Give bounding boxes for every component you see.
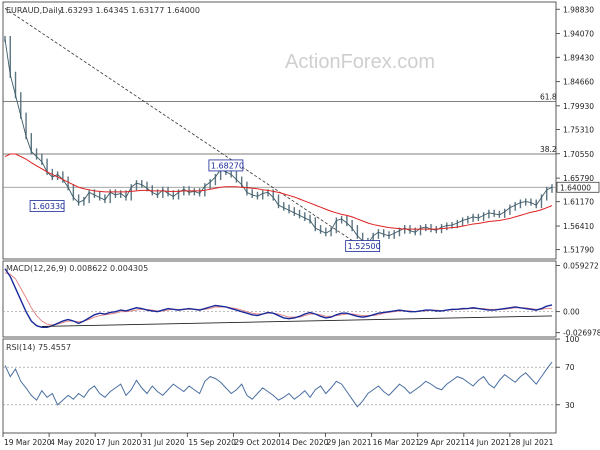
macd-series-group <box>4 268 553 328</box>
macd-frame <box>2 260 557 338</box>
ohlc-label: 1.63293 1.64345 1.63177 1.64000 <box>60 6 200 15</box>
x-tick-label: 29 Jan 2021 <box>327 438 372 447</box>
price-tick-label: 1.65790 <box>563 174 594 183</box>
macd-tick-label: 0.059272 <box>563 261 599 270</box>
x-tick-label: 16 Mar 2021 <box>373 438 421 447</box>
macd-axis: 0.059272 0.00 -0.026978 <box>3 261 600 338</box>
x-tick-label: 14 Dec 2020 <box>281 438 329 447</box>
x-tick-label: 29 Oct 2020 <box>234 438 281 447</box>
fib-label: 38.2 <box>540 145 557 154</box>
x-tick-label: 14 Jun 2021 <box>465 438 510 447</box>
macd-trendline <box>41 315 553 327</box>
price-tick-label: 1.79930 <box>563 102 594 111</box>
fib-levels: 61.8 38.2 1.64000 <box>3 92 600 193</box>
price-annotations: 1.68270 1.60330 1.52500 <box>29 159 381 252</box>
macd-line <box>4 268 553 328</box>
annotation-box <box>345 240 381 252</box>
price-tick-label: 1.51790 <box>563 246 594 255</box>
price-tick-label: 1.70550 <box>563 150 594 159</box>
price-close-line <box>4 38 553 245</box>
moving-average-line <box>4 153 553 230</box>
annotation-label: 1.60330 <box>32 202 65 211</box>
x-tick-label: 28 Jul 2021 <box>511 438 554 447</box>
price-axis: 1.98830 1.94070 1.89430 1.84660 1.79930 1.753… <box>556 5 594 255</box>
price-tick-label: 1.94070 <box>563 30 594 39</box>
price-tick-label: 1.75310 <box>563 125 594 134</box>
rsi-line <box>4 361 553 408</box>
price-tick-label: 1.56410 <box>563 222 594 231</box>
macd-tick-label: 0.00 <box>563 308 580 317</box>
rsi-label: RSI(14) 75.4557 <box>6 343 71 352</box>
price-tick-label: 1.98830 <box>563 5 594 14</box>
x-tick-label: 29 Apr 2021 <box>419 438 466 447</box>
x-tick-label: 17 Jun 2020 <box>96 438 141 447</box>
annotation-label: 1.68270 <box>211 161 244 170</box>
price-series-group <box>4 8 553 248</box>
last-price-label: 1.64000 <box>560 183 591 192</box>
annotation-box <box>29 200 65 212</box>
rsi-tick-label: 100 <box>565 335 580 344</box>
price-tick-label: 1.89430 <box>563 53 594 62</box>
x-tick-label: 19 Mar 2020 <box>4 438 52 447</box>
watermark: ActionForex.com <box>285 51 435 73</box>
rsi-tick-label: 70 <box>565 363 575 372</box>
rsi-axis: 100 70 30 <box>3 335 580 410</box>
trendline <box>4 8 363 248</box>
annotation-box <box>208 159 244 172</box>
rsi-series-group <box>4 361 553 408</box>
price-tick-label: 1.84660 <box>563 78 594 87</box>
price-panel: 1.98830 1.94070 1.89430 1.84660 1.79930 1.753… <box>2 1 600 260</box>
x-tick-label: 4 May 2020 <box>50 438 94 447</box>
macd-panel: 0.059272 0.00 -0.026978 MACD(12,26,9) 0.00… <box>2 260 600 338</box>
x-tick-label: 15 Sep 2020 <box>188 438 236 447</box>
macd-tick-label: -0.026978 <box>563 329 600 338</box>
fib-label: 61.8 <box>540 92 557 101</box>
macd-label: MACD(12,26,9) 0.008622 0.004305 <box>6 264 148 273</box>
price-tick-label: 1.61170 <box>563 198 594 207</box>
chart-title: EURAUD,Daily <box>6 6 63 15</box>
price-frame <box>2 1 557 260</box>
annotation-label: 1.52500 <box>348 242 381 251</box>
x-tick-label: 31 Jul 2020 <box>142 438 185 447</box>
rsi-tick-label: 30 <box>565 401 575 410</box>
last-price-box <box>556 181 600 193</box>
